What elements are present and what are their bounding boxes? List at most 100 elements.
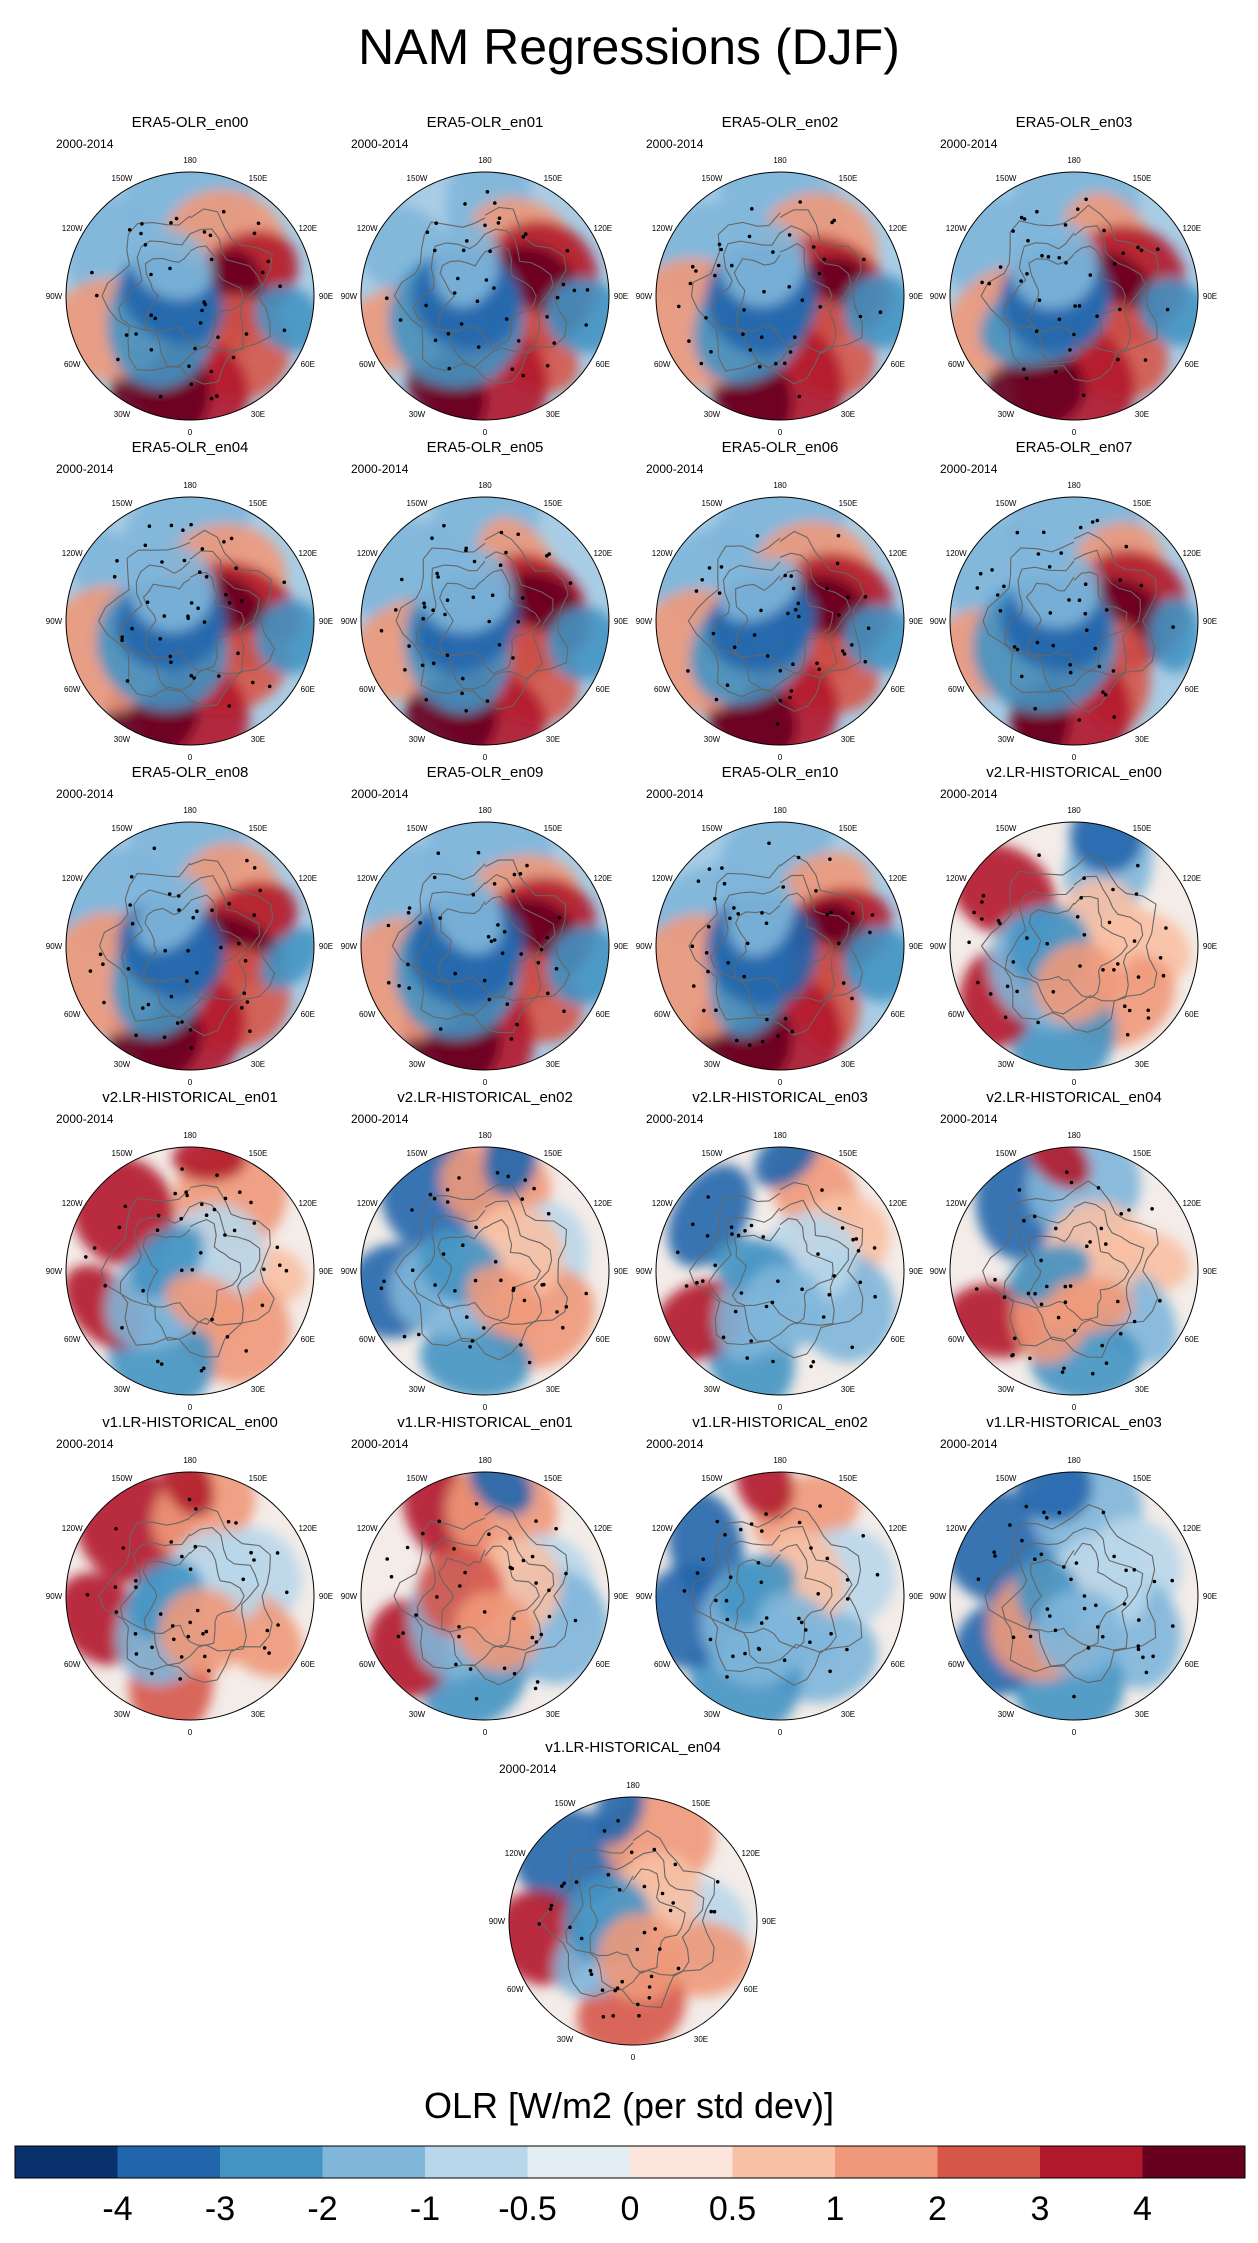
longitude-label: 30W [114,1385,131,1394]
longitude-label: 60E [596,1335,610,1344]
panel-title: v2.LR-HISTORICAL_en03 [692,1089,868,1106]
olr-field [950,1472,1198,1720]
longitude-label: 150W [996,499,1017,508]
longitude-label: 180 [478,481,492,490]
panel-period-label: 2000-2014 [351,1112,409,1126]
longitude-label: 30E [1135,410,1149,419]
longitude-label: 150E [1133,1149,1152,1158]
longitude-label: 30E [251,1710,265,1719]
map-panel: v1.LR-HISTORICAL_en01 2000-2014 180 150E 120… [341,1414,628,1737]
longitude-label: 30W [998,1060,1015,1069]
longitude-label: 90W [930,292,947,301]
significance-stippling [690,841,875,1047]
map-panels: ERA5-OLR_en00 2000-2014 180 150E 120E 90E 60E 3… [46,114,1217,2062]
longitude-label: 120E [1182,1199,1201,1208]
longitude-label: 0 [188,1078,193,1087]
panel-period-label: 2000-2014 [940,1437,998,1451]
longitude-label: 90W [341,292,358,301]
longitude-label: 30E [1135,1385,1149,1394]
map-border [360,1471,610,1721]
map-panel: ERA5-OLR_en03 2000-2014 180 150E 120E 90E 60E 3… [930,114,1217,437]
longitude-label: 30W [704,1710,721,1719]
longitude-label: 180 [1067,481,1081,490]
significance-stippling [385,1502,578,1701]
panel-period-label: 2000-2014 [646,787,704,801]
longitude-label: 120E [298,224,317,233]
significance-stippling [677,200,883,399]
longitude-label: 150E [839,1149,858,1158]
map-panel: ERA5-OLR_en09 2000-2014 180 150E 120E 90E 60E 3… [341,764,628,1087]
significance-stippling [379,523,573,713]
colorbar-tick-label: -1 [410,2190,440,2228]
longitude-label: 120W [62,1524,83,1533]
longitude-label: 90W [46,1267,63,1276]
map-panel: v2.LR-HISTORICAL_en02 2000-2014 180 150E 120… [341,1089,628,1412]
panel-title: ERA5-OLR_en03 [1016,114,1133,131]
longitude-label: 60E [891,1335,905,1344]
map-border [655,821,905,1071]
coastlines [982,531,1157,713]
longitude-label: 120W [946,549,967,558]
olr-field [656,822,904,1070]
panel-title: v1.LR-HISTORICAL_en00 [102,1414,278,1431]
longitude-label: 90E [909,617,923,626]
longitude-label: 120W [652,1199,673,1208]
significance-stippling [974,1170,1162,1376]
map-border [655,1471,905,1721]
coastlines [98,859,276,1037]
colorbar-frame [14,2145,1246,2179]
map-panel: ERA5-OLR_en04 2000-2014 180 150E 120E 90E 60E 3… [46,439,333,762]
longitude-label: 120W [357,874,378,883]
longitude-label: 90E [319,1592,333,1601]
olr-field [656,497,904,745]
colorbar-swatch [937,2146,1041,2178]
longitude-label: 150W [702,824,723,833]
longitude-label: 30E [546,735,560,744]
longitude-label: 90W [341,1267,358,1276]
longitude-label: 60W [359,360,376,369]
longitude-label: 120E [741,1849,760,1858]
colorbar-title: OLR [W/m2 (per std dev)] [423,2085,835,2126]
longitude-label: 30E [546,410,560,419]
longitude-label: 60W [507,1985,524,1994]
longitude-label: 150E [1133,174,1152,183]
longitude-label: 30W [998,735,1015,744]
longitude-label: 150W [702,499,723,508]
longitude-label: 0 [483,1403,488,1412]
longitude-label: 150W [407,174,428,183]
coastlines [980,204,1160,383]
longitude-label: 0 [188,428,193,437]
significance-stippling [537,1819,720,2019]
longitude-label: 30W [557,2035,574,2044]
longitude-label: 60E [1185,1010,1199,1019]
longitude-label: 60W [64,1660,81,1669]
map-border [949,1146,1199,1396]
longitude-label: 0 [483,753,488,762]
longitude-label: 0 [483,428,488,437]
map-border [360,171,610,421]
longitude-label: 60E [1185,1335,1199,1344]
longitude-label: 120W [62,874,83,883]
significance-stippling [967,853,1168,1037]
longitude-label: 150E [1133,499,1152,508]
colorbar-swatch [117,2146,221,2178]
longitude-label: 60E [596,685,610,694]
longitude-label: 30E [1135,1710,1149,1719]
longitude-label: 90E [909,942,923,951]
longitude-label: 30E [841,1710,855,1719]
map-border [949,496,1199,746]
significance-stippling [90,209,287,401]
panel-title: ERA5-OLR_en07 [1016,439,1133,456]
longitude-label: 30E [841,1385,855,1394]
longitude-label: 90E [614,942,628,951]
longitude-label: 180 [773,481,787,490]
longitude-label: 180 [183,156,197,165]
coastlines [395,531,569,710]
longitude-label: 120E [298,874,317,883]
colorbar-swatch [732,2146,836,2178]
colorbar-tick-label: -3 [205,2190,235,2228]
panel-title: v1.LR-HISTORICAL_en04 [545,1739,721,1756]
longitude-label: 120W [357,224,378,233]
longitude-label: 90W [636,1592,653,1601]
longitude-label: 120E [888,1199,907,1208]
